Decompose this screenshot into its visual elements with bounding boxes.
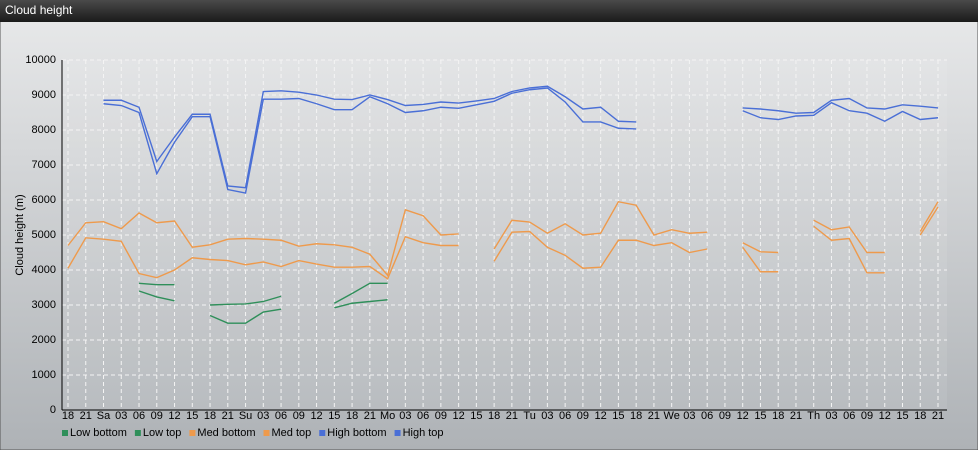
chart-title: Cloud height [5,3,73,17]
x-tick-label: 12 [737,410,749,422]
x-tick-label: Tu [523,410,535,422]
legend-marker [263,430,270,436]
x-tick-label: Sa [97,410,111,422]
x-tick-label: 18 [204,410,216,422]
legend-label: Med bottom [197,427,255,439]
x-tick-label: 03 [683,410,695,422]
title-bar [0,0,978,22]
y-tick-label: 5000 [32,229,56,241]
x-tick-label: 15 [754,410,766,422]
x-tick-label: 03 [399,410,411,422]
x-tick-label: 12 [879,410,891,422]
x-tick-label: 15 [470,410,482,422]
y-tick-label: 4000 [32,264,56,276]
x-tick-label: 21 [932,410,944,422]
legend-marker [319,430,326,436]
x-tick-label: 18 [914,410,926,422]
y-tick-label: 3000 [32,299,56,311]
y-axis-title: Cloud height (m) [14,194,26,275]
x-tick-label: 06 [417,410,429,422]
x-tick-label: 12 [452,410,464,422]
x-tick-label: 09 [861,410,873,422]
x-tick-label: 09 [151,410,163,422]
x-tick-label: Th [807,410,820,422]
x-tick-label: 09 [293,410,305,422]
legend-label: High top [403,427,444,439]
x-tick-label: 06 [133,410,145,422]
x-tick-label: 15 [328,410,340,422]
x-tick-label: 21 [364,410,376,422]
y-tick-label: 8000 [32,124,56,136]
y-tick-label: 6000 [32,194,56,206]
x-tick-label: 09 [435,410,447,422]
y-tick-label: 9000 [32,89,56,101]
legend-label: Low bottom [70,427,127,439]
x-tick-label: 21 [80,410,92,422]
x-tick-label: 09 [577,410,589,422]
x-tick-label: 06 [843,410,855,422]
legend-label: Low top [143,427,182,439]
x-tick-label: 06 [275,410,287,422]
x-tick-label: 03 [825,410,837,422]
x-tick-label: 06 [701,410,713,422]
x-tick-label: 12 [168,410,180,422]
legend-label: High bottom [327,427,386,439]
legend-marker [62,430,68,436]
series-line [138,282,388,306]
legend-marker [134,430,141,436]
series-line [103,85,939,189]
x-tick-label: 18 [488,410,500,422]
series-line [103,87,939,194]
y-tick-label: 2000 [32,334,56,346]
x-tick-label: 21 [790,410,802,422]
y-tick-label: 0 [50,404,56,416]
series-line [67,200,939,277]
x-tick-label: We [664,410,680,422]
x-tick-label: 12 [310,410,322,422]
y-tick-label: 10000 [25,54,56,66]
x-tick-label: 18 [346,410,358,422]
legend-label: Med top [272,427,312,439]
x-tick-label: Su [239,410,252,422]
x-tick-label: 06 [559,410,571,422]
x-tick-label: 12 [595,410,607,422]
x-tick-label: Mo [380,410,395,422]
legend-marker [189,430,196,436]
legend-marker [394,430,401,436]
x-tick-label: 18 [772,410,784,422]
x-tick-label: 21 [222,410,234,422]
x-tick-label: 15 [612,410,624,422]
y-tick-label: 1000 [32,369,56,381]
x-tick-label: 18 [630,410,642,422]
x-tick-label: 21 [506,410,518,422]
series-line [138,290,388,324]
x-tick-label: 03 [541,410,553,422]
x-tick-label: 15 [896,410,908,422]
x-tick-label: 03 [115,410,127,422]
series-line [67,206,939,280]
y-tick-label: 7000 [32,159,56,171]
x-tick-label: 21 [648,410,660,422]
x-tick-label: 18 [62,410,74,422]
x-tick-label: 03 [257,410,269,422]
x-tick-label: 15 [186,410,198,422]
x-tick-label: 09 [719,410,731,422]
